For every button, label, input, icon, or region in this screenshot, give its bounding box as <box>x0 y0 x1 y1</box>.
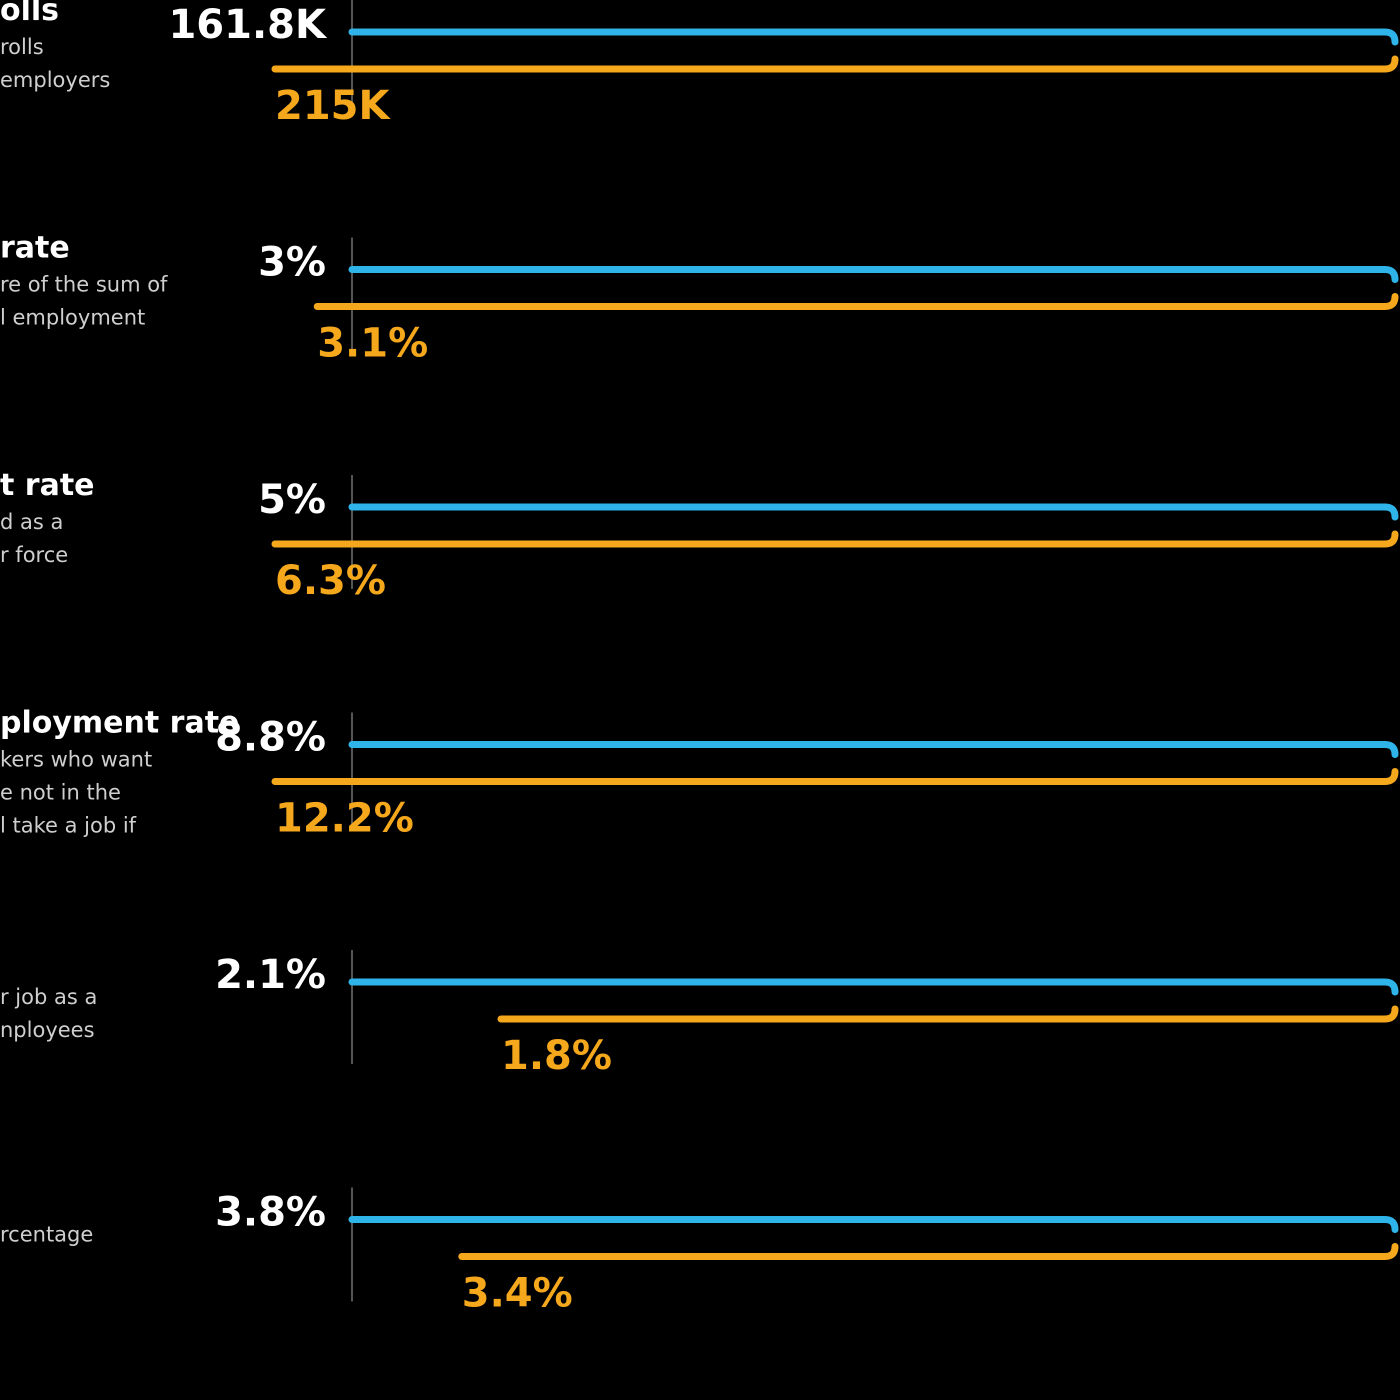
previous-value-label: 1.8% <box>501 1033 612 1079</box>
row-description: rolls <box>0 35 44 59</box>
previous-bar <box>458 1243 1399 1260</box>
row-description: d as a <box>0 510 63 534</box>
previous-bar <box>313 293 1399 310</box>
row-title: rate <box>0 231 70 266</box>
previous-bar <box>271 530 1399 548</box>
row-title: olls <box>0 0 59 28</box>
row-description: r force <box>0 543 68 567</box>
previous-value-label: 215K <box>275 83 391 129</box>
row-description: l take a job if <box>0 814 137 838</box>
current-bar <box>348 1216 1399 1233</box>
row-title: ployment rate <box>0 706 239 741</box>
current-bar <box>348 266 1399 283</box>
previous-value-label: 3.1% <box>317 321 428 367</box>
row-description: re of the sum of <box>0 273 168 297</box>
current-bar <box>348 741 1399 758</box>
current-value-label: 8.8% <box>215 715 326 761</box>
row-title: t rate <box>0 468 95 503</box>
current-value-label: 5% <box>258 477 326 523</box>
previous-bar <box>497 1005 1399 1023</box>
current-value-label: 2.1% <box>215 952 326 998</box>
previous-value-label: 12.2% <box>275 796 414 842</box>
row-description: l employment <box>0 306 145 330</box>
previous-value-label: 6.3% <box>275 558 386 604</box>
current-value-label: 161.8K <box>168 2 328 48</box>
previous-bar <box>271 768 1399 785</box>
row-description: rcentage <box>0 1223 93 1247</box>
current-bar <box>348 978 1399 996</box>
current-value-label: 3.8% <box>215 1190 326 1236</box>
row-description: nployees <box>0 1018 95 1042</box>
previous-bar <box>271 55 1399 73</box>
row-description: e not in the <box>0 781 121 805</box>
current-bar <box>348 28 1399 46</box>
previous-value-label: 3.4% <box>462 1271 573 1317</box>
row-description: employers <box>0 68 110 92</box>
row-description: r job as a <box>0 985 97 1009</box>
row-description: kers who want <box>0 748 152 772</box>
current-bar <box>348 503 1399 521</box>
current-value-label: 3% <box>258 240 326 286</box>
